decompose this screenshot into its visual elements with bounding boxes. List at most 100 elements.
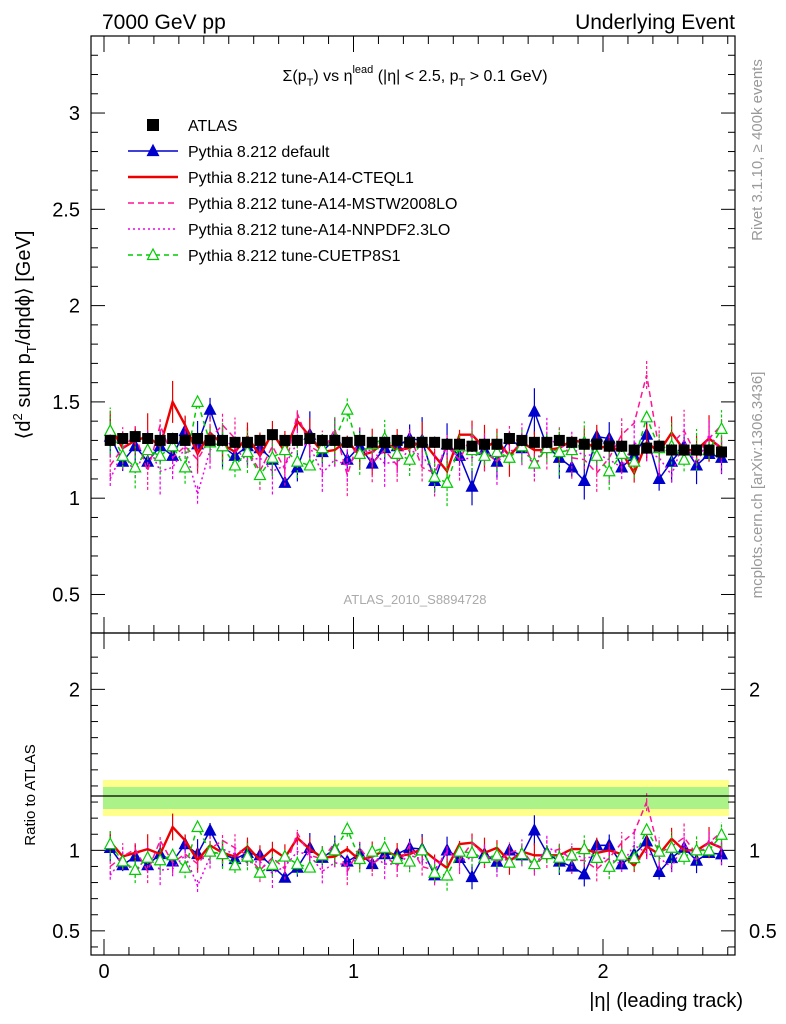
atlas-point <box>329 434 341 446</box>
atlas-point <box>379 436 391 448</box>
legend-marker <box>146 143 160 157</box>
legend-marker <box>146 247 160 261</box>
y-tick-label: 2.5 <box>52 199 80 221</box>
data-point <box>640 410 654 423</box>
atlas-point <box>266 429 278 441</box>
atlas-point <box>404 436 416 448</box>
data-point <box>378 840 392 853</box>
legend-label: Pythia 8.212 tune-A14-MSTW2008LO <box>188 196 457 213</box>
data-point <box>690 843 704 856</box>
atlas-point <box>591 438 603 450</box>
atlas-point <box>653 440 665 452</box>
atlas-point <box>316 434 328 446</box>
analysis-watermark: ATLAS_2010_S8894728 <box>344 592 487 607</box>
legend-label: ATLAS <box>188 118 238 135</box>
ratio-tick-label-right: 1 <box>749 840 760 862</box>
data-point <box>340 402 354 415</box>
y-axis-label: ⟨d2 sum pT/dηdϕ⟩ [GeV] <box>10 231 39 440</box>
data-point <box>490 848 504 861</box>
data-point <box>303 860 317 873</box>
ratio-tick-label-right: 0.5 <box>749 921 777 943</box>
series-0 <box>104 428 728 458</box>
atlas-point <box>416 436 428 448</box>
ratio-frame <box>90 632 736 956</box>
data-point <box>191 819 205 833</box>
data-point <box>315 440 329 454</box>
data-point <box>515 846 529 860</box>
atlas-point <box>179 434 191 446</box>
atlas-point <box>279 434 291 446</box>
atlas-point <box>541 436 553 448</box>
x-axis-label: |η| (leading track) <box>589 990 743 1012</box>
data-point <box>565 442 579 456</box>
atlas-point <box>491 438 503 450</box>
x-tick-label: 0 <box>98 961 109 983</box>
data-point <box>665 840 679 853</box>
data-point <box>278 475 292 488</box>
atlas-point <box>117 432 129 444</box>
data-point <box>552 444 566 458</box>
atlas-point <box>441 438 453 450</box>
atlas-point <box>391 434 403 446</box>
atlas-point <box>703 444 715 456</box>
ratio-tick-label-right: 2 <box>749 679 760 701</box>
data-point <box>278 442 292 456</box>
data-point <box>315 848 329 861</box>
legend-label: Pythia 8.212 default <box>188 144 330 161</box>
data-point <box>116 854 130 867</box>
axes: 0.5 1 1.5 2 2.5 3 0.5 0.5 1 1 2 2 0 1 2 <box>52 36 777 983</box>
data-point <box>390 446 404 459</box>
data-point <box>265 450 279 463</box>
atlas-point <box>566 436 578 448</box>
atlas-point <box>691 444 703 456</box>
data-point <box>353 851 367 865</box>
data-point <box>453 844 467 857</box>
atlas-point <box>142 432 154 444</box>
data-point <box>141 442 155 456</box>
data-point <box>527 856 541 870</box>
ratio-tick-label: 0.5 <box>52 921 80 943</box>
data-point <box>652 471 666 485</box>
atlas-point <box>503 432 515 444</box>
series-layer <box>103 360 729 893</box>
atlas-point <box>516 434 528 446</box>
mcplots-label: mcplots.cern.ch [arXiv:1306.3436] <box>749 372 766 599</box>
atlas-point <box>528 436 540 448</box>
data-point <box>203 844 217 857</box>
atlas-point <box>454 438 466 450</box>
data-point <box>577 866 591 880</box>
series-line-ratio <box>109 825 723 877</box>
data-point <box>540 846 554 860</box>
data-point <box>290 454 304 467</box>
data-point <box>527 456 541 469</box>
data-point <box>428 469 442 483</box>
y-tick-label: 1 <box>69 488 80 510</box>
series-line-ratio <box>109 799 722 874</box>
data-point <box>166 847 180 861</box>
data-point <box>502 450 516 463</box>
atlas-point <box>192 432 204 444</box>
data-point <box>353 446 367 459</box>
atlas-point <box>291 434 303 446</box>
plot-title: Σ(pT) vs ηlead (|η| < 2.5, pT > 0.1 GeV) <box>282 64 547 89</box>
atlas-point <box>154 434 166 446</box>
data-point <box>715 827 729 840</box>
data-point <box>565 848 579 861</box>
data-point <box>677 452 691 465</box>
data-point <box>128 862 142 875</box>
data-point <box>290 856 304 870</box>
atlas-point <box>466 440 478 452</box>
data-point <box>228 458 242 471</box>
x-tick-label: 2 <box>597 961 608 983</box>
data-point <box>640 822 654 836</box>
data-point <box>465 845 479 858</box>
atlas-point <box>254 434 266 446</box>
data-point <box>253 467 267 481</box>
data-point <box>590 850 604 863</box>
atlas-point <box>217 434 229 446</box>
data-point <box>590 448 604 461</box>
atlas-point <box>241 436 253 448</box>
atlas-point <box>478 438 490 450</box>
data-point <box>390 851 404 865</box>
atlas-point <box>366 436 378 448</box>
